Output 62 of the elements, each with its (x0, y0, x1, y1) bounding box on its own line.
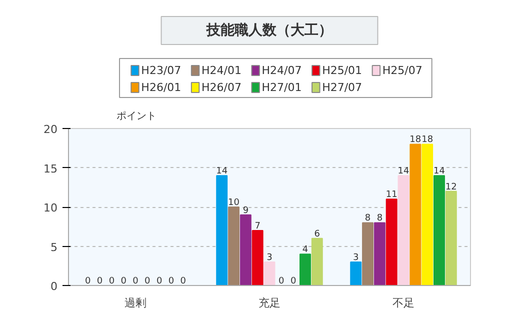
y-tick-label: 5 (50, 240, 58, 254)
bar (350, 261, 362, 286)
data-label: 3 (266, 252, 272, 263)
data-label: 0 (290, 276, 296, 286)
data-label: 11 (386, 190, 398, 200)
bar (264, 261, 276, 286)
data-label: 0 (108, 276, 115, 286)
legend-label: H24/07 (262, 64, 302, 77)
bar (374, 222, 386, 286)
legend-label: H26/01 (141, 81, 182, 94)
bar (299, 254, 311, 286)
data-label: 3 (352, 252, 359, 263)
data-label: 8 (376, 214, 383, 224)
bar (311, 238, 323, 286)
bar (433, 175, 445, 286)
data-label: 0 (96, 276, 103, 286)
data-label: 0 (84, 276, 91, 286)
chart-title: 技能職人数（大工） (206, 22, 332, 38)
data-label: 0 (180, 276, 186, 286)
legend-label: H26/07 (201, 81, 242, 94)
bar (422, 144, 434, 286)
data-label: 14 (398, 166, 410, 177)
y-tick-label: 10 (44, 202, 58, 214)
y-tick-label: 0 (50, 280, 58, 293)
legend-label: H23/07 (141, 64, 182, 77)
x-tick-label: 不足 (392, 296, 414, 310)
data-label: 12 (445, 182, 457, 192)
y-axis-title: ポイント (116, 111, 156, 122)
y-tick-label: 20 (44, 123, 58, 136)
data-label: 18 (422, 135, 434, 146)
data-label: 18 (410, 135, 422, 146)
bar (240, 214, 252, 286)
data-label: 4 (302, 245, 308, 256)
data-label: 14 (434, 166, 446, 177)
y-tick-label: 15 (44, 162, 58, 176)
data-label: 0 (120, 276, 127, 286)
data-label: 0 (168, 276, 174, 286)
bar (410, 144, 422, 286)
bar (362, 222, 374, 286)
data-label: 8 (364, 214, 371, 224)
bar (228, 206, 240, 286)
data-label: 9 (242, 206, 249, 216)
data-label: 0 (156, 276, 162, 286)
data-label: 10 (228, 198, 240, 208)
bar (386, 198, 398, 286)
bar (216, 175, 228, 286)
legend-label: H25/07 (382, 64, 422, 77)
x-tick-label: 過剰 (124, 296, 146, 310)
data-label: 7 (254, 222, 260, 232)
data-label: 0 (132, 276, 139, 286)
data-label: 14 (216, 166, 228, 177)
legend-label: H27/01 (262, 81, 302, 94)
bar (398, 175, 410, 286)
bar (252, 230, 264, 286)
legend-label: H25/01 (322, 64, 362, 77)
data-label: 0 (144, 276, 151, 286)
legend-label: H27/07 (322, 81, 362, 94)
legend-label: H24/01 (201, 64, 242, 77)
bar (445, 190, 457, 286)
data-label: 0 (278, 276, 285, 286)
data-label: 6 (314, 229, 320, 240)
x-tick-label: 充足 (258, 296, 280, 310)
